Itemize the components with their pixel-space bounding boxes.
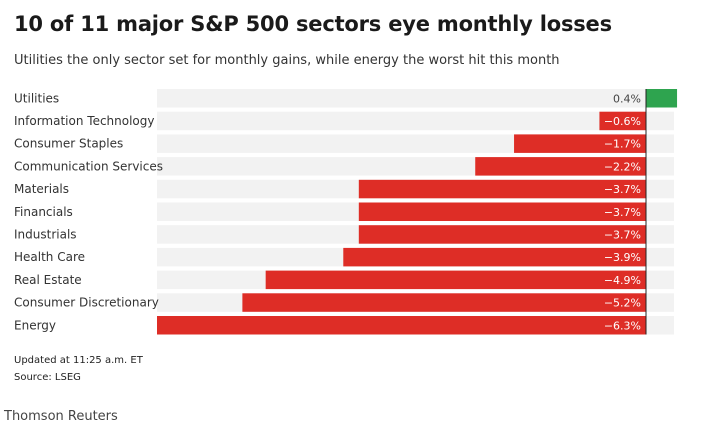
bar-track [157,111,674,131]
category-label: Financials [14,205,73,219]
bar [343,247,646,267]
chart-subtitle: Utilities the only sector set for monthl… [14,53,560,68]
bar [265,270,646,290]
data-label: 0.4% [613,92,641,105]
data-label: −3.7% [604,206,641,219]
category-label: Information Technology [14,114,155,128]
data-label: −4.9% [604,274,641,287]
bar [475,157,646,176]
bar-track [157,89,674,108]
data-label: −5.2% [604,297,641,310]
category-label: Consumer Discretionary [14,296,159,310]
data-label: −3.9% [604,251,641,264]
category-label: Health Care [14,250,85,264]
category-label: Energy [14,318,56,332]
bar [358,202,646,221]
category-label: Utilities [14,91,59,105]
chart-title: 10 of 11 major S&P 500 sectors eye month… [14,12,612,36]
data-label: −3.7% [604,228,641,241]
bar [242,293,646,312]
bar [514,134,646,153]
updated-note: Updated at 11:25 a.m. ET [14,355,143,366]
bar [646,89,678,108]
publisher-credit: Thomson Reuters [4,409,118,424]
data-label: −6.3% [604,319,641,332]
bar [599,111,646,131]
category-label: Industrials [14,227,77,241]
bar [157,316,646,335]
bar [358,179,646,199]
category-label: Consumer Staples [14,137,123,151]
data-label: −2.2% [604,160,641,173]
category-label: Real Estate [14,273,82,287]
category-label: Materials [14,182,69,196]
category-label: Communication Services [14,159,163,173]
bar-chart: Utilities 0.4% Information Technology −0.6%… [14,89,678,335]
bar [358,225,646,244]
data-label: −1.7% [604,138,641,151]
data-label: −0.6% [604,115,641,128]
source-note: Source: LSEG [14,372,81,383]
data-label: −3.7% [604,183,641,196]
